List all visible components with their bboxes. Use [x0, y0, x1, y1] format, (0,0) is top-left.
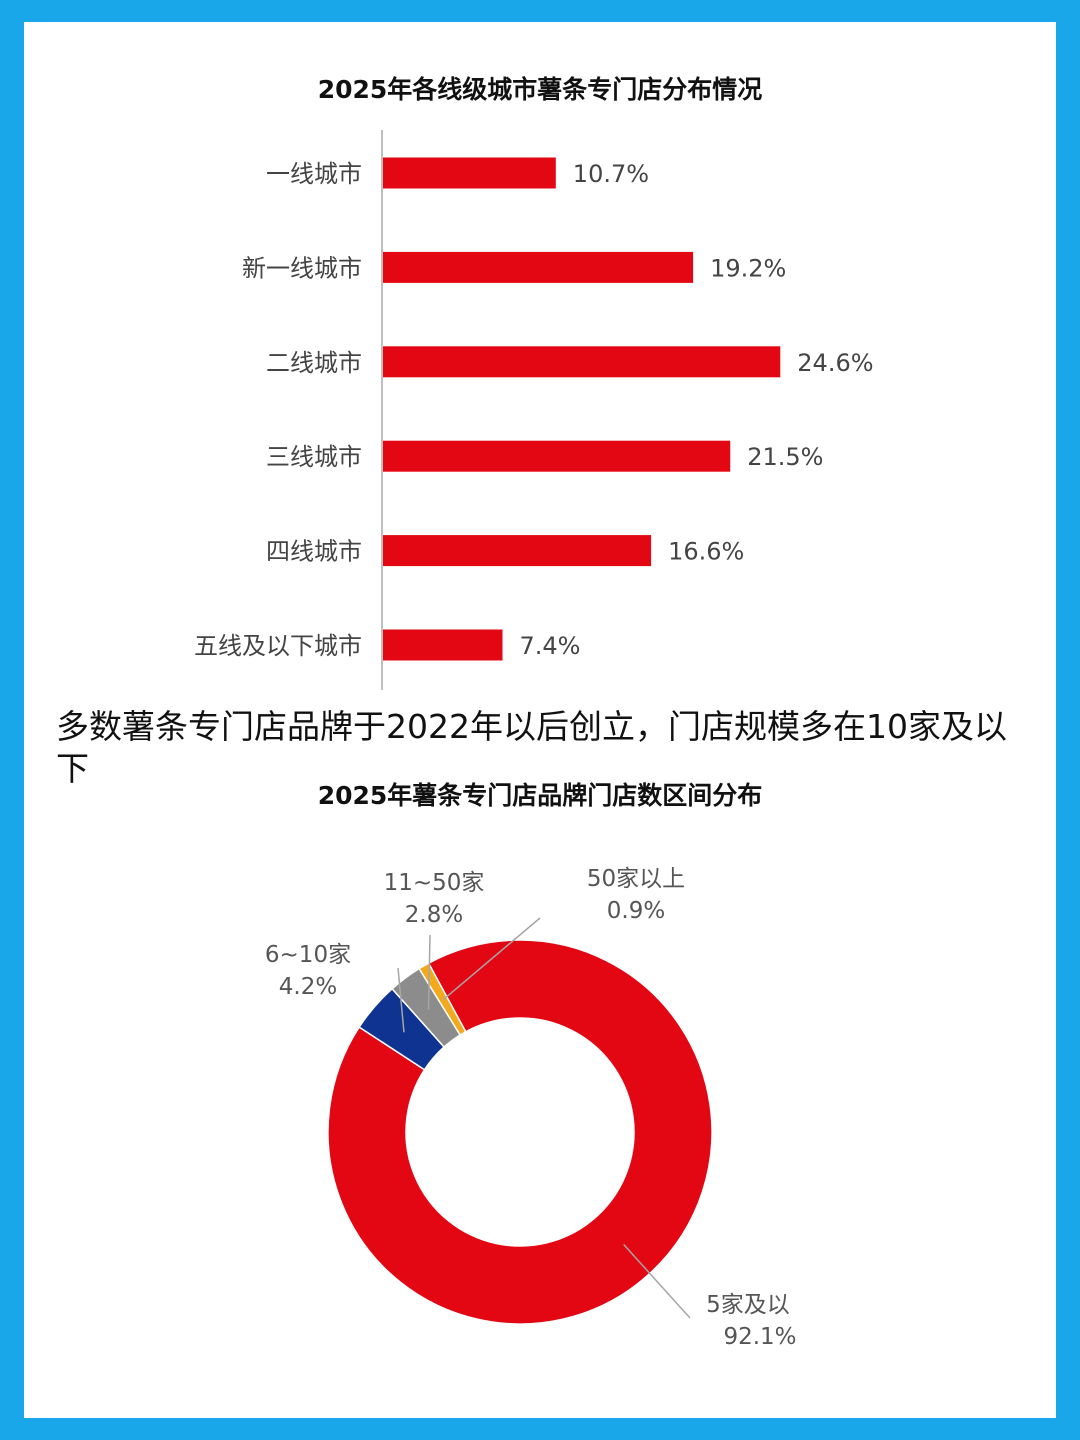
bar: [383, 251, 694, 283]
donut-chart-labels: 5家及以 92.1% 6~10家 4.2% 11~50家 2.8% 50家以上 0.9%: [265, 866, 797, 1350]
leader-line: [427, 934, 431, 1010]
slice-name-label: 6~10家: [265, 942, 351, 968]
donut-chart-slices: [327, 939, 713, 1325]
category-label: 新一线城市: [242, 254, 362, 282]
bar-chart-title: 2025年各线级城市薯条专门店分布情况: [317, 75, 763, 104]
leader-line: [442, 917, 541, 1001]
category-label: 三线城市: [266, 443, 362, 471]
value-label: 7.4%: [520, 632, 581, 660]
donut-slice: [418, 962, 467, 1037]
slice-name-label: 11~50家: [384, 870, 485, 896]
donut-chart-title: 2025年薯条专门店品牌门店数区间分布: [317, 781, 763, 810]
value-label: 24.6%: [797, 349, 873, 377]
bar-chart: 一线城市 10.7% 新一线城市 19.2% 二线城市 24.6% 三线城市 21.5% 四线城…: [194, 130, 874, 690]
category-label: 二线城市: [266, 349, 362, 377]
bar: [383, 346, 781, 378]
slice-value-label: 92.1%: [723, 1324, 796, 1350]
slice-value-label: 4.2%: [279, 974, 337, 1000]
bar-chart-bars: 一线城市 10.7% 新一线城市 19.2% 二线城市 24.6% 三线城市 21.5% 四线城…: [194, 157, 874, 661]
value-label: 10.7%: [573, 160, 649, 188]
bar: [383, 157, 556, 189]
value-label: 19.2%: [710, 254, 786, 282]
category-label: 五线及以下城市: [194, 632, 362, 660]
leader-line: [397, 967, 405, 1033]
value-label: 16.6%: [668, 538, 744, 566]
leader-line: [623, 1244, 691, 1319]
slice-value-label: 0.9%: [607, 898, 665, 924]
slice-value-label: 2.8%: [405, 902, 463, 928]
category-label: 四线城市: [266, 538, 362, 566]
bar: [383, 440, 731, 472]
bar: [383, 629, 503, 661]
donut-slice: [327, 939, 713, 1325]
slice-name-label: 50家以上: [587, 866, 685, 892]
section-heading: 多数薯条专门店品牌于2022年以后创立，门店规模多在10家及以下: [56, 707, 1007, 788]
value-label: 21.5%: [747, 443, 823, 471]
bar: [383, 535, 652, 567]
category-label: 一线城市: [266, 160, 362, 188]
slice-name-label: 5家及以: [706, 1292, 790, 1318]
